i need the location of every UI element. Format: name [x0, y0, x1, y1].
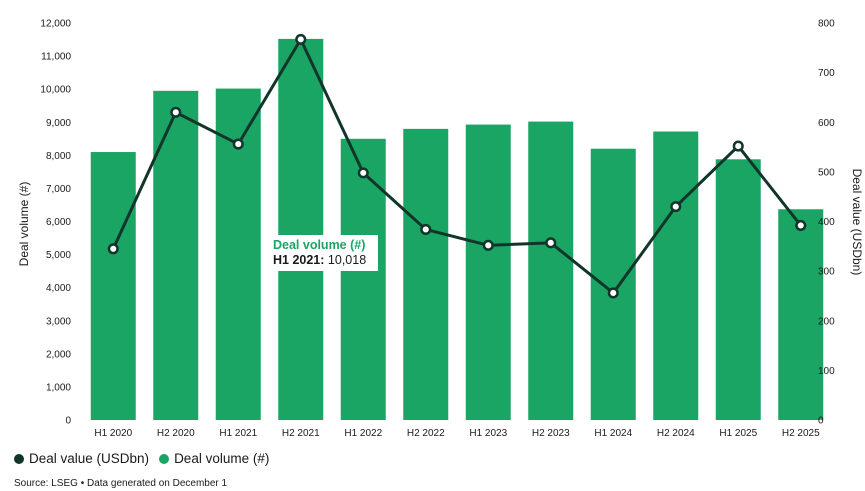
x-tick-label: H2 2024: [657, 428, 695, 439]
point-h1-2023[interactable]: [482, 239, 494, 251]
x-tick-label: H2 2021: [282, 428, 320, 439]
point-h1-2025[interactable]: [732, 140, 744, 152]
bar-h1-2021[interactable]: [215, 88, 261, 420]
tooltip-title: Deal volume (#): [273, 238, 366, 252]
tooltip-period: H1 2021:: [273, 253, 325, 267]
bar-h2-2022[interactable]: [403, 128, 449, 420]
bar-h1-2025[interactable]: [715, 159, 761, 420]
x-axis-ticks: H1 2020 H2 2020 H1 2021 H2 2021 H1 2022 H2 20…: [94, 428, 820, 439]
source-note: Source: LSEG • Data generated on Decembe…: [14, 478, 228, 489]
right-tick-label: 500: [818, 167, 835, 178]
point-h1-2024[interactable]: [607, 287, 619, 299]
left-tick-label: 7,000: [46, 184, 71, 195]
point-h2-2022[interactable]: [420, 223, 432, 235]
left-tick-label: 9,000: [46, 118, 71, 129]
point-h2-2025[interactable]: [795, 219, 807, 232]
tooltip-value-line: H1 2021: 10,018: [273, 253, 373, 268]
bar-h2-2020[interactable]: [153, 90, 199, 420]
data-tooltip: Deal volume (#) H1 2021: 10,018: [268, 235, 378, 271]
legend-item-deal-value[interactable]: Deal value (USDbn): [14, 451, 149, 466]
bar-h2-2024[interactable]: [653, 131, 699, 420]
right-tick-label: 400: [818, 217, 835, 228]
x-tick-label: H1 2024: [594, 428, 632, 439]
x-tick-label: H1 2020: [94, 428, 132, 439]
bar-h2-2023[interactable]: [528, 121, 574, 421]
legend-swatch-deal-volume: [159, 453, 170, 464]
legend-item-deal-volume[interactable]: Deal volume (#): [159, 451, 269, 466]
point-h1-2021[interactable]: [232, 138, 244, 150]
point-h2-2021[interactable]: [295, 33, 307, 45]
x-tick-label: H2 2020: [157, 428, 195, 439]
x-tick-label: H1 2022: [344, 428, 382, 439]
left-tick-label: 6,000: [46, 217, 71, 228]
point-h1-2022[interactable]: [357, 167, 369, 179]
legend-swatch-deal-value: [14, 453, 24, 464]
right-axis-title: Deal value (USDbn): [850, 169, 864, 276]
bar-h2-2021[interactable]: [278, 38, 324, 420]
left-tick-label: 11,000: [41, 52, 71, 63]
left-tick-label: 1,000: [46, 382, 71, 393]
point-h2-2020[interactable]: [170, 106, 182, 118]
right-tick-label: 800: [818, 19, 835, 30]
point-h1-2020[interactable]: [107, 243, 119, 255]
deal-value-line: [111, 37, 802, 295]
left-tick-label: 8,000: [46, 151, 71, 162]
x-tick-label: H2 2022: [407, 428, 445, 439]
right-tick-label: 300: [818, 267, 835, 278]
line-group: [107, 33, 807, 299]
left-tick-label: 5,000: [46, 250, 71, 261]
left-tick-label: 12,000: [40, 19, 71, 30]
point-h2-2023[interactable]: [545, 237, 557, 249]
right-axis-ticks: 0 100 200 300 400 500 600 700 800: [818, 19, 835, 427]
right-tick-label: 100: [818, 366, 835, 377]
x-tick-label: H1 2025: [719, 428, 757, 439]
bar-h1-2023[interactable]: [465, 124, 511, 421]
right-tick-label: 600: [818, 118, 835, 129]
left-tick-label: 4,000: [46, 283, 71, 294]
left-axis-ticks: 0 1,000 2,000 3,000 4,000 5,000 6,000 7,000 8,00…: [40, 19, 71, 427]
left-tick-label: 0: [65, 416, 71, 427]
x-tick-label: H1 2023: [469, 428, 507, 439]
left-tick-label: 2,000: [46, 349, 71, 360]
bar-h2-2025[interactable]: [778, 209, 824, 420]
right-tick-label: 700: [818, 68, 835, 79]
x-tick-label: H1 2021: [219, 428, 257, 439]
x-tick-label: H2 2023: [532, 428, 570, 439]
right-tick-label: 200: [818, 316, 835, 327]
left-tick-label: 3,000: [46, 316, 71, 327]
x-tick-label: H2 2025: [782, 428, 820, 439]
bars-group: [90, 38, 824, 421]
bar-h1-2022[interactable]: [340, 138, 386, 420]
chart-legend: Deal value (USDbn) Deal volume (#): [14, 451, 279, 466]
bar-h1-2024[interactable]: [590, 148, 636, 420]
tooltip-value: 10,018: [327, 253, 367, 267]
legend-label-deal-value: Deal value (USDbn): [29, 451, 150, 466]
point-h2-2024[interactable]: [670, 201, 682, 213]
left-axis-title: Deal volume (#): [17, 182, 31, 267]
legend-label-deal-volume: Deal volume (#): [174, 451, 270, 466]
left-tick-label: 10,000: [40, 85, 71, 96]
bar-h1-2020[interactable]: [90, 152, 136, 420]
right-tick-label: 0: [818, 416, 824, 427]
